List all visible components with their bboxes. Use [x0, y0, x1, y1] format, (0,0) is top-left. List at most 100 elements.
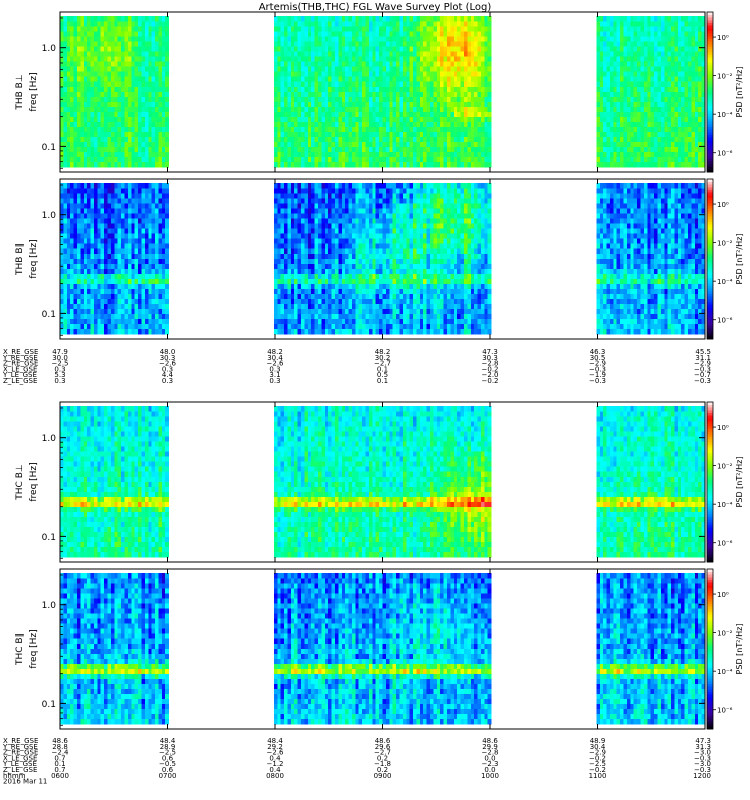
heatmap-cell — [131, 132, 135, 137]
heatmap-cell — [444, 26, 448, 31]
heatmap-cell — [383, 71, 387, 76]
heatmap-cell — [328, 152, 332, 157]
heatmap-cell — [379, 26, 383, 31]
heatmap-cell — [318, 132, 322, 137]
heatmap-cell — [118, 51, 122, 56]
heatmap-cell — [165, 309, 169, 314]
heatmap-cell — [484, 162, 488, 167]
heatmap-cell — [277, 106, 281, 111]
heatmap-cell — [141, 86, 145, 91]
heatmap-cell — [345, 16, 349, 21]
heatmap-cell — [294, 152, 298, 157]
heatmap-cell — [328, 122, 332, 127]
heatmap-cell — [634, 26, 638, 31]
heatmap-cell — [77, 243, 81, 248]
heatmap-cell — [135, 258, 139, 263]
heatmap-cell — [94, 258, 98, 263]
heatmap-cell — [284, 263, 288, 268]
heatmap-cell — [111, 96, 115, 101]
heatmap-cell — [481, 132, 485, 137]
heatmap-cell — [359, 51, 363, 56]
heatmap-cell — [454, 117, 458, 122]
heatmap-cell — [366, 117, 370, 122]
heatmap-cell — [125, 228, 129, 233]
heatmap-cell — [104, 76, 108, 81]
heatmap-cell — [141, 258, 145, 263]
heatmap-cell — [128, 51, 132, 56]
heatmap-cell — [420, 122, 424, 127]
heatmap-cell — [657, 162, 661, 167]
heatmap-cell — [284, 314, 288, 319]
heatmap-cell — [311, 112, 315, 117]
heatmap-cell — [681, 127, 685, 132]
heatmap-cell — [104, 309, 108, 314]
heatmap-cell — [369, 162, 373, 167]
heatmap-cell — [70, 319, 74, 324]
heatmap-cell — [325, 127, 329, 132]
heatmap-cell — [335, 41, 339, 46]
heatmap-cell — [301, 106, 305, 111]
heatmap-cell — [155, 21, 159, 26]
heatmap-cell — [328, 51, 332, 56]
heatmap-cell — [291, 36, 295, 41]
heatmap-cell — [281, 188, 285, 193]
heatmap-cell — [332, 112, 336, 117]
heatmap-cell — [335, 71, 339, 76]
heatmap-cell — [274, 228, 278, 233]
heatmap-cell — [610, 157, 614, 162]
heatmap-cell — [695, 152, 699, 157]
heatmap-cell — [366, 21, 370, 26]
heatmap-cell — [457, 36, 461, 41]
heatmap-cell — [318, 71, 322, 76]
heatmap-cell — [155, 188, 159, 193]
heatmap-cell — [627, 51, 631, 56]
heatmap-cell — [274, 273, 278, 278]
heatmap-cell — [484, 31, 488, 36]
heatmap-cell — [104, 127, 108, 132]
heatmap-cell — [450, 127, 454, 132]
heatmap-cell — [84, 127, 88, 132]
heatmap-cell — [630, 122, 634, 127]
heatmap-cell — [457, 16, 461, 21]
heatmap-cell — [603, 152, 607, 157]
heatmap-cell — [104, 233, 108, 238]
heatmap-cell — [80, 71, 84, 76]
heatmap-cell — [691, 112, 695, 117]
heatmap-cell — [447, 86, 451, 91]
heatmap-cell — [471, 61, 475, 66]
heatmap-cell — [128, 223, 132, 228]
heatmap-cell — [94, 309, 98, 314]
heatmap-cell — [131, 101, 135, 106]
heatmap-cell — [152, 233, 156, 238]
heatmap-cell — [70, 81, 74, 86]
heatmap-cell — [63, 71, 67, 76]
heatmap-cell — [104, 137, 108, 142]
heatmap-cell — [94, 46, 98, 51]
heatmap-cell — [359, 132, 363, 137]
heatmap-cell — [63, 193, 67, 198]
heatmap-cell — [674, 122, 678, 127]
heatmap-cell — [335, 56, 339, 61]
heatmap-cell — [138, 122, 142, 127]
heatmap-cell — [155, 106, 159, 111]
heatmap-cell — [70, 36, 74, 41]
heatmap-cell — [352, 132, 356, 137]
heatmap-cell — [158, 56, 162, 61]
heatmap-cell — [481, 66, 485, 71]
heatmap-cell — [603, 76, 607, 81]
heatmap-cell — [148, 188, 152, 193]
heatmap-cell — [396, 21, 400, 26]
heatmap-cell — [325, 132, 329, 137]
heatmap-cell — [298, 132, 302, 137]
heatmap-cell — [315, 51, 319, 56]
heatmap-cell — [338, 26, 342, 31]
heatmap-cell — [74, 304, 78, 309]
heatmap-cell — [467, 41, 471, 46]
heatmap-cell — [678, 56, 682, 61]
heatmap-cell — [101, 91, 105, 96]
heatmap-cell — [467, 91, 471, 96]
heatmap-cell — [437, 106, 441, 111]
heatmap-cell — [287, 56, 291, 61]
heatmap-cell — [389, 96, 393, 101]
heatmap-cell — [688, 96, 692, 101]
